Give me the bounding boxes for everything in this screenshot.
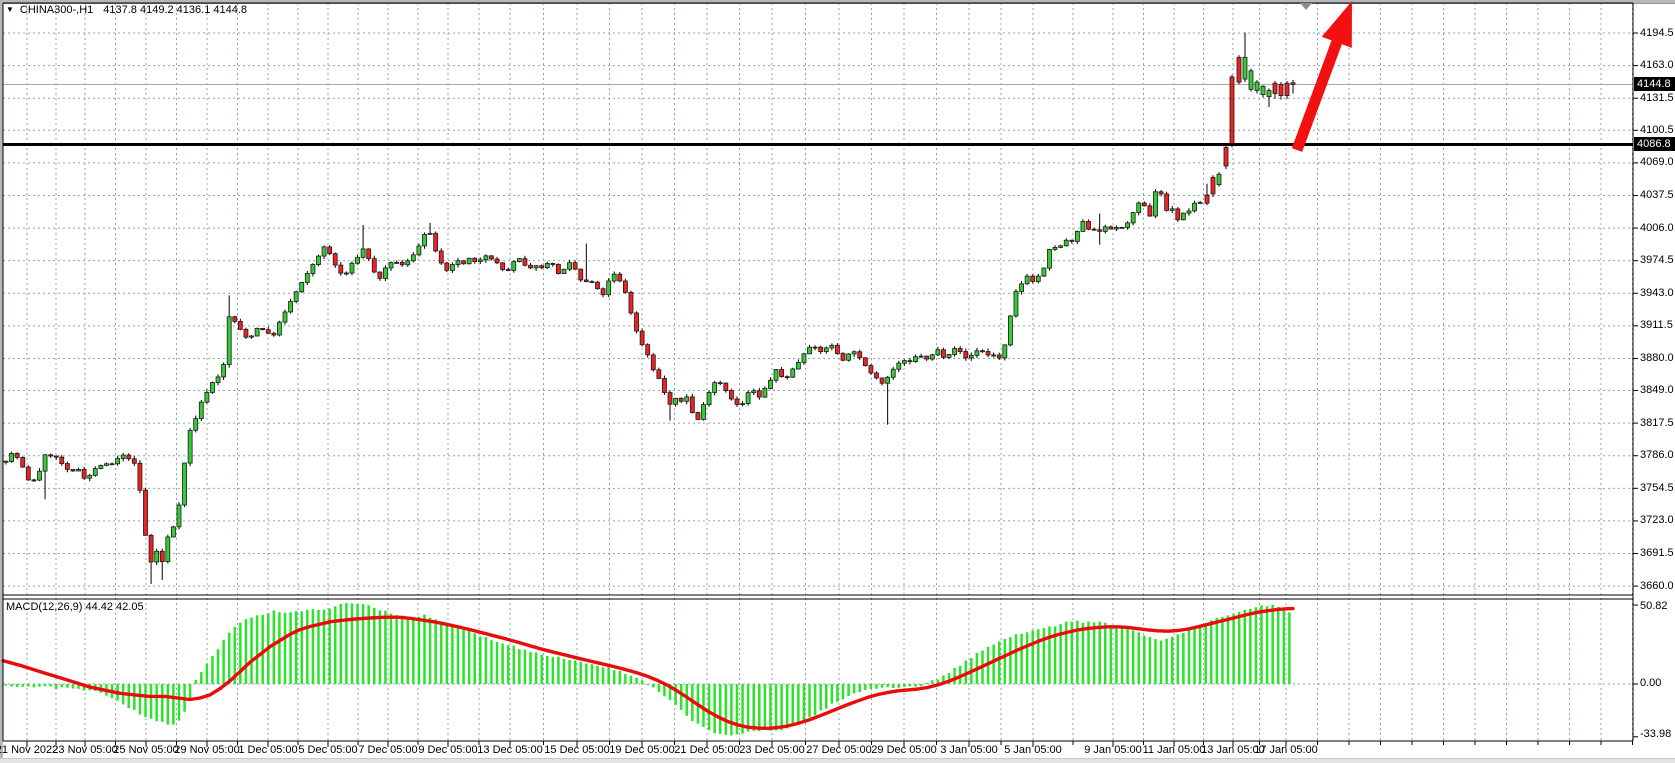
price-tick-label: 3817.5 bbox=[1640, 416, 1674, 429]
time-tick-label: 23 Dec 05:00 bbox=[739, 744, 805, 756]
price-tick-label: 3974.5 bbox=[1640, 254, 1674, 267]
hline-price-badge: 4086.8 bbox=[1634, 137, 1675, 152]
price-tick-label: 3660.0 bbox=[1640, 579, 1674, 592]
price-tick-label: 3849.0 bbox=[1640, 384, 1674, 397]
price-tick-label: 4100.5 bbox=[1640, 123, 1674, 136]
candlestick-layer bbox=[3, 32, 1296, 585]
time-tick-label: 5 Jan 05:00 bbox=[1004, 744, 1062, 756]
time-tick-label: 13 Dec 05:00 bbox=[477, 744, 543, 756]
time-tick-label: 17 Jan 05:00 bbox=[1254, 744, 1318, 756]
time-tick-label: 25 Nov 05:00 bbox=[113, 744, 179, 756]
macd-tick-label: 0.00 bbox=[1640, 677, 1662, 690]
window-left-edge bbox=[0, 0, 3, 763]
price-tick-label: 4163.0 bbox=[1640, 59, 1674, 72]
price-tick-label: 3880.0 bbox=[1640, 351, 1674, 364]
time-tick-label: 9 Dec 05:00 bbox=[418, 744, 478, 756]
macd-tick-label: -33.98 bbox=[1640, 728, 1672, 740]
macd-indicator-label: MACD(12,26,9) 44.42 42.05 bbox=[6, 601, 144, 613]
time-tick-label: 19 Dec 05:00 bbox=[609, 744, 675, 756]
price-tick-label: 4006.0 bbox=[1640, 221, 1674, 234]
time-tick-label: 21 Nov 2022 bbox=[0, 744, 59, 756]
time-tick-label: 29 Nov 05:00 bbox=[174, 744, 240, 756]
axis-ticks bbox=[26, 32, 1638, 747]
price-tick-label: 4069.0 bbox=[1640, 156, 1674, 169]
macd-tick-label: 50.82 bbox=[1640, 600, 1668, 612]
grid-layer bbox=[3, 3, 1633, 741]
time-tick-label: 15 Dec 05:00 bbox=[544, 744, 610, 756]
time-tick-label: 9 Jan 05:00 bbox=[1084, 744, 1142, 756]
time-tick-label: 1 Dec 05:00 bbox=[238, 744, 298, 756]
symbol-timeframe-label: CHINA300-,H1 bbox=[19, 4, 94, 16]
price-tick-label: 3691.5 bbox=[1640, 547, 1674, 559]
price-tick-label: 4131.5 bbox=[1640, 91, 1674, 104]
time-tick-label: 5 Dec 05:00 bbox=[298, 744, 358, 756]
ohlc-values: 4137.8 4149.2 4136.1 4144.8 bbox=[103, 4, 248, 16]
time-tick-label: 27 Dec 05:00 bbox=[806, 744, 872, 756]
time-tick-label: 11 Jan 05:00 bbox=[1142, 744, 1206, 756]
time-tick-label: 13 Jan 05:00 bbox=[1201, 744, 1265, 756]
time-tick-label: 3 Jan 05:00 bbox=[940, 744, 998, 756]
trend-arrow-shaft[interactable] bbox=[1291, 40, 1342, 152]
time-tick-label: 23 Nov 05:00 bbox=[52, 744, 118, 756]
macd-histogram-layer bbox=[4, 603, 1291, 736]
price-tick-label: 3723.0 bbox=[1640, 514, 1674, 527]
trend-arrow-head[interactable] bbox=[1321, 1, 1352, 48]
price-tick-label: 3754.5 bbox=[1640, 481, 1674, 494]
chart-top-marker-icon bbox=[1300, 3, 1312, 10]
window-bottom-edge bbox=[0, 758, 1675, 763]
current-price-badge: 4144.8 bbox=[1634, 77, 1675, 92]
price-tick-label: 3943.0 bbox=[1640, 286, 1674, 299]
price-tick-label: 3911.5 bbox=[1640, 319, 1673, 332]
price-tick-label: 4037.5 bbox=[1640, 188, 1674, 201]
panel-borders bbox=[2, 2, 1634, 742]
price-tick-label: 3786.0 bbox=[1640, 449, 1674, 462]
symbol-dropdown-icon[interactable]: ▼ bbox=[6, 5, 14, 14]
macd-signal-line bbox=[1, 606, 1295, 730]
time-tick-label: 29 Dec 05:00 bbox=[871, 744, 937, 756]
time-tick-label: 21 Dec 05:00 bbox=[674, 744, 740, 756]
price-tick-label: 4194.5 bbox=[1640, 26, 1674, 39]
time-tick-label: 7 Dec 05:00 bbox=[358, 744, 418, 756]
chart-title: ▼ CHINA300-,H1 4137.8 4149.2 4136.1 4144.8 bbox=[6, 4, 247, 17]
